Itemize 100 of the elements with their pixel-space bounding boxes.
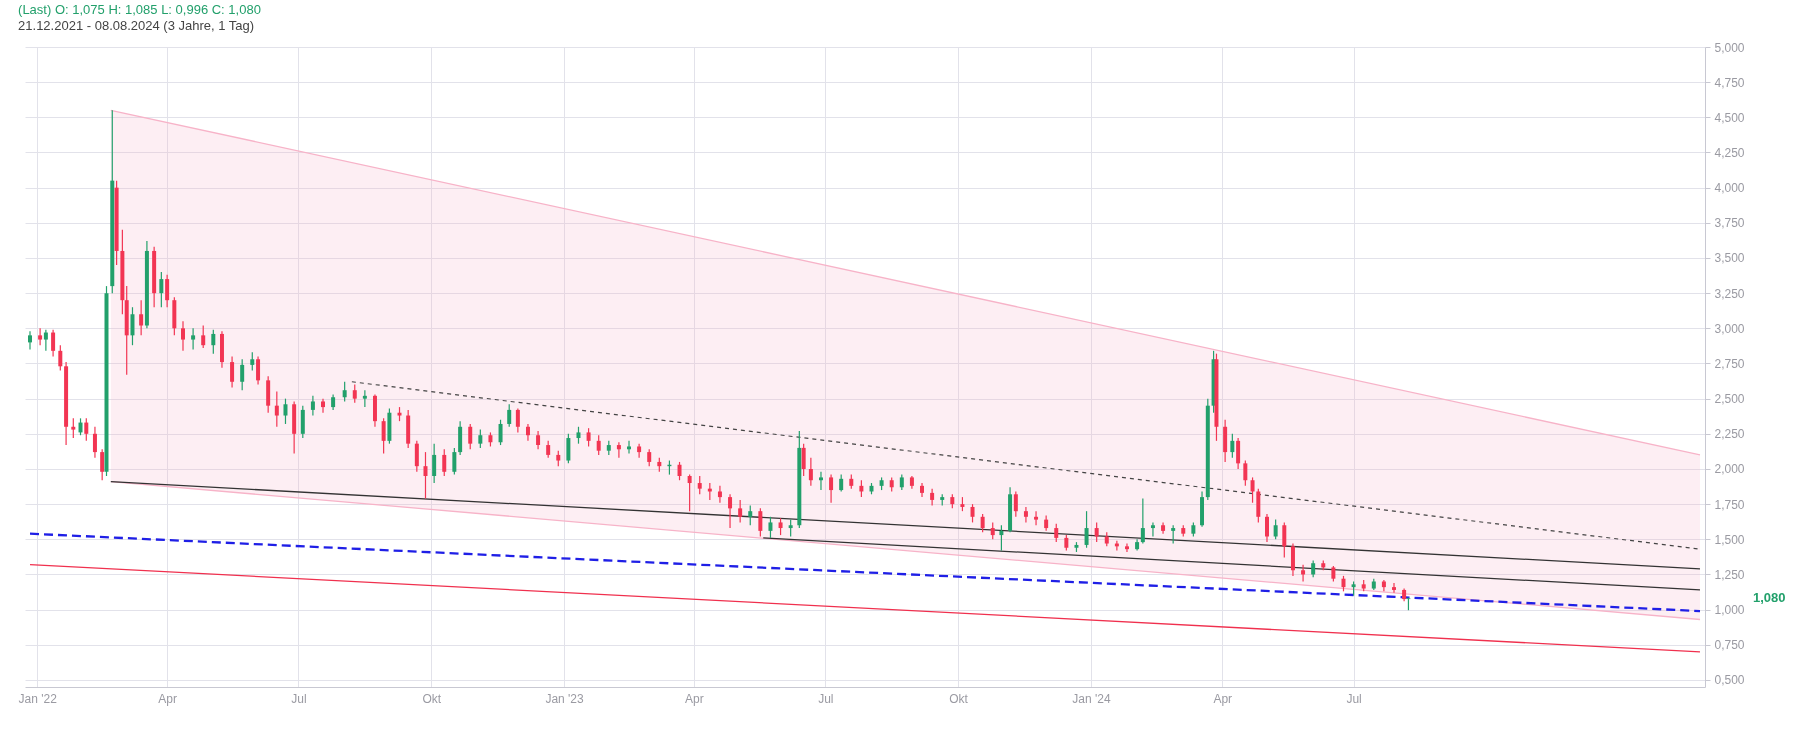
candlestick [1264, 513, 1269, 543]
x-tick-label: Okt [949, 691, 969, 706]
x-tick-label: Apr [158, 691, 177, 706]
candlestick [1230, 433, 1235, 459]
candlestick [999, 524, 1004, 552]
y-tick-label: 1,000 [1714, 603, 1745, 618]
candlestick [1301, 564, 1306, 583]
y-tick-label: 3,500 [1714, 251, 1745, 266]
candlestick [627, 440, 632, 455]
y-tick-label: 1,500 [1714, 532, 1745, 547]
x-tick-label: Apr [685, 691, 704, 706]
candlestick [181, 320, 185, 352]
candlestick [28, 330, 32, 351]
candlestick [697, 475, 702, 495]
candlestick [159, 271, 164, 308]
y-tick-label: 1,250 [1714, 567, 1745, 582]
candlestick [1054, 523, 1059, 543]
candlestick [362, 389, 367, 408]
candlestick [566, 433, 571, 464]
candlestick [58, 344, 63, 372]
candlestick [230, 355, 235, 388]
candlestick [1084, 510, 1089, 549]
candlestick [310, 395, 315, 417]
candlestick [342, 381, 347, 403]
candlestick [728, 493, 733, 529]
candlestick [165, 274, 170, 308]
candlestick [51, 329, 56, 358]
candlestick [596, 434, 601, 456]
y-tick-label: 0,500 [1714, 673, 1745, 688]
y-tick-label: 4,750 [1714, 75, 1745, 90]
candlestick [256, 355, 261, 386]
candlestick [130, 306, 135, 346]
candlestick [748, 504, 753, 526]
candlestick [468, 423, 473, 450]
candlestick [1282, 521, 1287, 559]
y-tick-label: 4,000 [1714, 181, 1745, 196]
candlestick [84, 417, 89, 442]
y-tick-label: 2,750 [1714, 356, 1745, 371]
candlestick [687, 474, 692, 512]
candlestick [283, 398, 288, 425]
candlestick [758, 507, 763, 538]
candlestick [432, 443, 437, 484]
candlestick [1236, 437, 1241, 470]
text: 1,080 [1753, 590, 1786, 606]
candlestick [191, 327, 196, 351]
y-tick-label: 2,500 [1714, 392, 1745, 407]
candlestick [930, 488, 935, 507]
candlestick [1273, 519, 1278, 540]
y-tick-label: 1,750 [1714, 497, 1745, 512]
candlestick [100, 448, 105, 481]
y-tick-label: 5,000 [1714, 40, 1745, 55]
candlestick [525, 423, 530, 442]
candlestick [801, 443, 806, 477]
y-tick-label: 2,000 [1714, 462, 1745, 477]
candlestick [1243, 459, 1248, 487]
y-tick-label: 2,250 [1714, 427, 1745, 442]
candlestick [616, 441, 621, 459]
candlestick [1150, 521, 1155, 538]
candlestick [1290, 542, 1295, 577]
candlestick [1124, 542, 1129, 553]
candlestick [1023, 506, 1028, 524]
candlestick [1013, 490, 1018, 518]
candlestick [274, 391, 279, 428]
candlestick [1094, 521, 1099, 543]
x-tick-label: Jan '23 [545, 691, 585, 706]
candlestick [818, 471, 823, 491]
candlestick [478, 428, 483, 449]
candlestick [201, 324, 206, 349]
candlestick [507, 403, 512, 428]
candlestick [240, 358, 245, 391]
y-tick-label: 3,750 [1714, 216, 1745, 231]
candlestick [1034, 510, 1039, 526]
x-tick-label: Jul [818, 691, 834, 706]
y-tick-label: 4,500 [1714, 110, 1745, 125]
candlestick [1250, 476, 1255, 504]
candlestick [1171, 524, 1176, 545]
candlestick [586, 427, 591, 448]
candlestick [43, 329, 48, 352]
candlestick [414, 440, 419, 473]
candlestick [321, 398, 326, 414]
candlestick [92, 426, 97, 459]
candlestick [423, 451, 428, 500]
candlestick [717, 485, 722, 504]
candlestick [381, 417, 386, 455]
candlestick [536, 430, 541, 450]
candlestick [970, 503, 975, 524]
x-tick-label: Jan '22 [18, 691, 58, 706]
y-tick-label: 3,250 [1714, 286, 1745, 301]
candlestick [980, 513, 985, 533]
x-tick-label: Okt [422, 691, 442, 706]
candlestick [452, 447, 457, 476]
candlestick [211, 329, 216, 355]
y-tick-label: 4,250 [1714, 145, 1745, 160]
candlestick [300, 405, 305, 439]
candlestick [352, 383, 357, 404]
candlestick [515, 407, 520, 434]
candlestick [498, 419, 503, 446]
candlestick [738, 499, 743, 524]
candlestick [637, 443, 642, 459]
y-tick-label: 3,000 [1714, 321, 1745, 336]
